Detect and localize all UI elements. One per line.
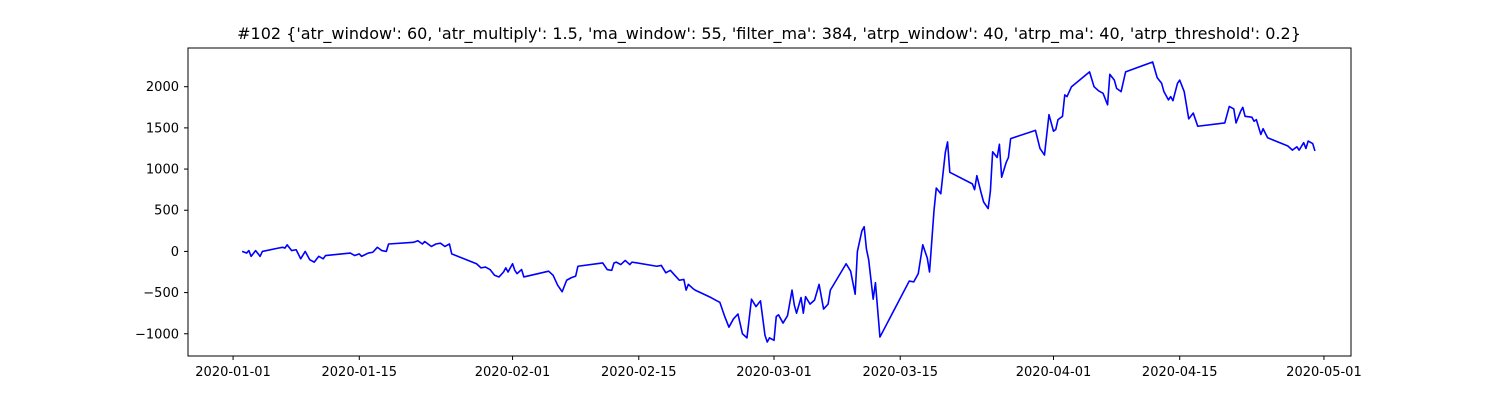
y-tick-label: 500 [154, 204, 179, 219]
y-tick-label: 1000 [146, 163, 179, 178]
x-tick-label: 2020-03-15 [862, 365, 938, 380]
y-tick-label: 1500 [146, 121, 179, 136]
chart-title: #102 {'atr_window': 60, 'atr_multiply': … [237, 24, 1301, 44]
series-line-0 [241, 61, 1316, 343]
x-tick-label: 2020-02-15 [601, 365, 677, 380]
y-tick-label: −500 [143, 286, 179, 301]
y-tick-label: −1000 [135, 327, 179, 342]
x-tick-label: 2020-01-01 [195, 365, 271, 380]
x-tick-label: 2020-03-01 [736, 365, 812, 380]
plot-area [241, 61, 1316, 343]
x-axis: 2020-01-01 2020-01-15 2020-02-01 2020-02-15… [195, 356, 1362, 380]
x-tick-label: 2020-04-15 [1142, 365, 1218, 380]
x-tick-label: 2020-05-01 [1286, 365, 1362, 380]
plot-frame [187, 47, 1352, 357]
y-tick-label: 0 [171, 245, 179, 260]
y-axis: −1000 −500 0 500 1000 1500 2000 [135, 80, 188, 342]
x-tick-label: 2020-02-01 [475, 365, 551, 380]
x-tick-label: 2020-01-15 [322, 365, 398, 380]
y-tick-label: 2000 [146, 80, 179, 95]
x-tick-label: 2020-04-01 [1016, 365, 1092, 380]
